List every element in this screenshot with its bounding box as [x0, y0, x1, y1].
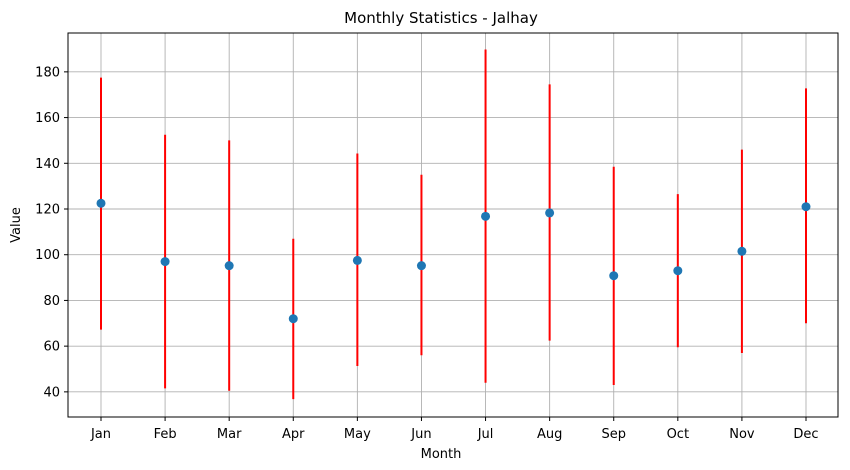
x-tick-label: May: [344, 427, 371, 442]
range-lines: [100, 49, 807, 400]
data-point-sep: [609, 271, 619, 281]
plot-frame: [67, 32, 839, 418]
data-point-oct: [673, 266, 683, 276]
x-tick-label: Aug: [537, 427, 562, 442]
x-tick-label: Nov: [729, 427, 755, 442]
grid-lines: [68, 33, 838, 417]
x-tick-label: Jul: [477, 427, 494, 442]
data-point-jan: [96, 198, 106, 208]
data-point-jun: [416, 261, 426, 271]
data-point-aug: [545, 208, 555, 218]
data-point-nov: [737, 246, 747, 256]
y-tick-label: 140: [35, 157, 60, 172]
data-point-mar: [224, 261, 234, 271]
x-tick-label: Apr: [282, 427, 305, 442]
y-tick-label: 120: [35, 203, 60, 218]
x-tick-label: Feb: [154, 427, 177, 442]
y-axis-label: Value: [9, 207, 24, 243]
data-point-apr: [288, 314, 298, 324]
data-point-dec: [801, 202, 811, 212]
data-point-may: [352, 255, 362, 265]
data-points: [96, 198, 811, 324]
x-axis-ticks: Jan Feb Mar Apr May Jun Jul Aug Sep Oct Nov Dec: [90, 417, 819, 442]
y-tick-label: 80: [43, 294, 60, 309]
y-tick-label: 60: [43, 340, 60, 355]
y-tick-label: 160: [35, 111, 60, 126]
x-tick-label: Dec: [793, 427, 818, 442]
y-tick-label: 100: [35, 248, 60, 263]
data-point-jul: [481, 211, 491, 221]
data-point-feb: [160, 257, 170, 267]
x-tick-label: Jan: [90, 427, 111, 442]
x-tick-label: Oct: [667, 427, 689, 442]
chart-title: Monthly Statistics - Jalhay: [344, 9, 538, 27]
y-axis-ticks: 40 60 80 100 120 140 160 180: [35, 65, 68, 400]
x-tick-label: Mar: [217, 427, 242, 442]
x-tick-label: Jun: [410, 427, 431, 442]
y-tick-label: 40: [43, 385, 60, 400]
x-axis-label: Month: [421, 447, 462, 462]
x-tick-label: Sep: [601, 427, 626, 442]
y-tick-label: 180: [35, 65, 60, 80]
